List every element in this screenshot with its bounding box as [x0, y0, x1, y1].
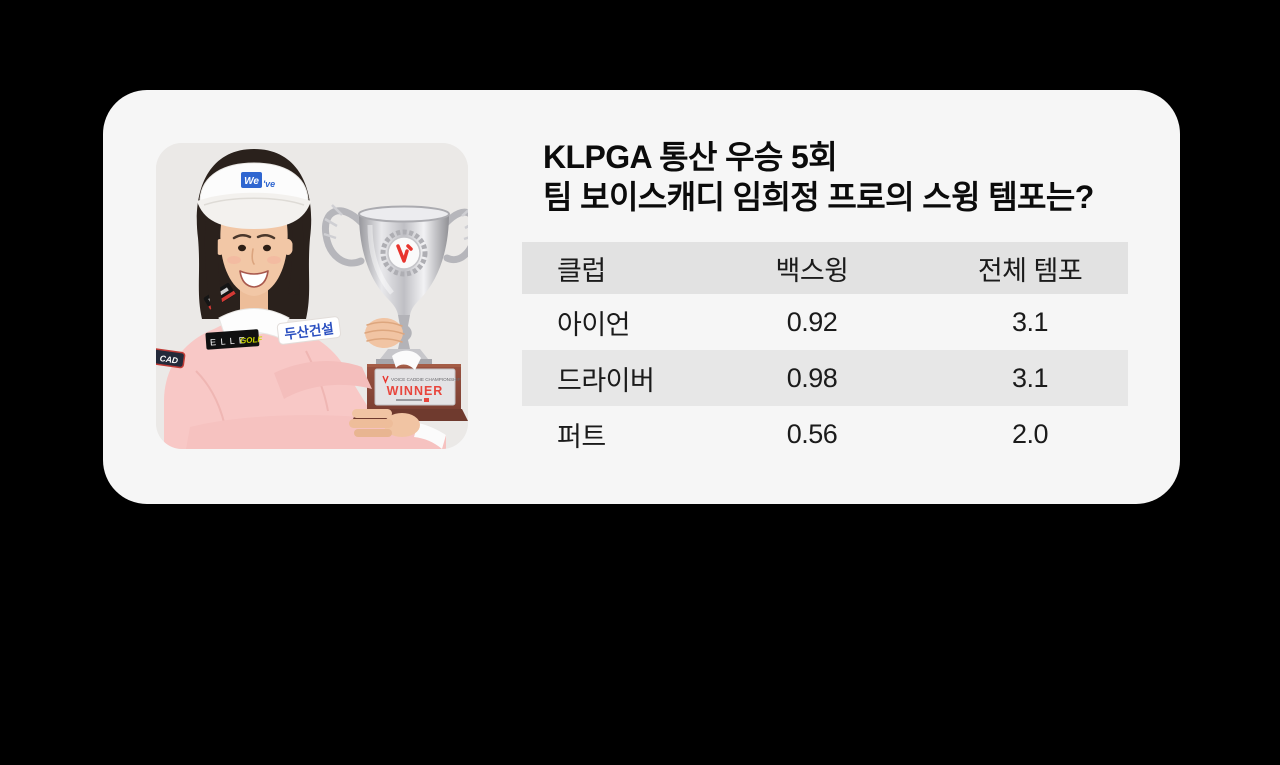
- card-title: KLPGA 통산 우승 5회 팀 보이스캐디 임희정 프로의 스윙 템포는?: [543, 137, 1094, 217]
- info-card: We 've 두산건설 E L L E GOLF CAD: [103, 90, 1180, 504]
- badge-wreath: [380, 229, 428, 277]
- hand-under-base: [349, 409, 420, 437]
- cell-tempo: 2.0: [1011, 418, 1049, 449]
- sleeve-cuff: [414, 423, 446, 449]
- forearm-to-stem: [274, 361, 372, 399]
- table-row-putt: 퍼트 0.56 2.0: [522, 406, 1128, 462]
- title-line-2: 팀 보이스캐디 임희정 프로의 스윙 템포는?: [543, 179, 1094, 215]
- hand-on-stem: [364, 318, 405, 348]
- elle-golf-patch: E L L E GOLF: [205, 329, 264, 350]
- plaque-fineprint-mark: [424, 398, 429, 402]
- header-backswing: 백스윙: [775, 255, 849, 286]
- golfer-photo: We 've 두산건설 E L L E GOLF CAD: [156, 143, 468, 449]
- shirt-logo-text: 두산건설: [283, 320, 334, 342]
- plaque-v-logo: [382, 375, 389, 384]
- title-line-1: KLPGA 통산 우승 5회: [543, 139, 838, 175]
- eye: [263, 244, 271, 252]
- sleeve-patch-text: CAD: [159, 353, 179, 365]
- golfer-photo-illustration: We 've 두산건설 E L L E GOLF CAD: [156, 143, 468, 449]
- side-hair: [204, 193, 224, 313]
- plaque-winner-text: WINNER: [387, 384, 444, 398]
- table-row-iron: 아이언 0.92 3.1: [522, 294, 1128, 350]
- header-club: 클럽: [557, 255, 606, 286]
- voicecaddie-v-logo: [406, 244, 413, 251]
- golf-text: GOLF: [240, 335, 264, 346]
- tempo-table: 클럽 백스윙 전체 템포 아이언 0.92 3.1 드라이버 0.98 3.1 …: [522, 242, 1128, 462]
- eyebrow: [256, 234, 276, 240]
- cell-backswing: 0.98: [786, 362, 838, 393]
- eye: [238, 244, 246, 252]
- blush: [267, 256, 281, 264]
- cup-highlight: [367, 224, 394, 295]
- plaque-fineprint-bar: [396, 399, 422, 401]
- wrist-cuff: [392, 350, 421, 370]
- eyebrow: [232, 234, 252, 240]
- cell-club: 퍼트: [557, 421, 606, 452]
- handle-leaf-detail: [461, 208, 468, 241]
- trophy-handle: [442, 208, 468, 263]
- cell-tempo: 3.1: [1011, 362, 1049, 393]
- sleeve-patch: CAD: [156, 347, 186, 369]
- cell-backswing: 0.56: [786, 418, 838, 449]
- cell-tempo: 3.1: [1011, 306, 1049, 337]
- table-header-row: 클럽 백스윙 전체 템포: [522, 242, 1128, 294]
- blush: [227, 256, 241, 264]
- plaque-header-text: VOICE CADDIE CHAMPIONSHIP: [391, 377, 461, 382]
- nose: [251, 248, 255, 265]
- visor-logo: We 've: [241, 172, 275, 189]
- ear: [283, 239, 293, 255]
- visor-logo-we: We: [244, 176, 259, 187]
- header-overall-tempo: 전체 템포: [977, 255, 1083, 286]
- handle-leaf-detail: [323, 204, 343, 240]
- badge: [387, 236, 421, 270]
- trophy-rim: [358, 205, 450, 223]
- visor-logo-ve: 've: [263, 179, 275, 189]
- cell-club: 아이언: [557, 309, 631, 340]
- voicecaddie-v-logo: [396, 244, 409, 263]
- smile: [239, 270, 269, 288]
- table-row-driver: 드라이버 0.98 3.1: [522, 350, 1128, 406]
- visor-brim: [197, 192, 311, 229]
- doosan-patch: 두산건설: [276, 316, 342, 345]
- visor-brim-edge: [203, 197, 305, 206]
- elle-text: E L L E: [210, 335, 246, 347]
- cell-club: 드라이버: [557, 365, 655, 396]
- cell-backswing: 0.92: [786, 306, 838, 337]
